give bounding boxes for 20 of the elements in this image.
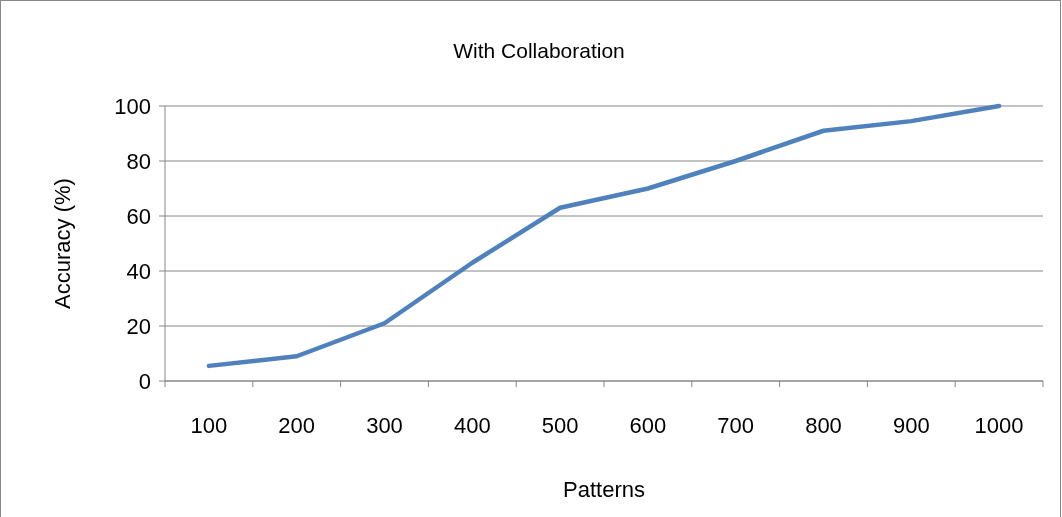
y-tick-label: 60 [126,203,151,229]
line-series [206,103,1002,369]
x-tick-label: 1000 [974,413,1024,438]
x-tick-label: 800 [805,413,842,438]
x-tick-label: 100 [190,413,228,438]
x-tick-label: 500 [541,413,579,438]
x-tick-label: 400 [453,413,491,438]
y-tick-label: 0 [138,368,151,394]
x-tick-label: 200 [278,413,316,438]
chart-title: With Collaboration [453,39,625,62]
x-tick-label: 300 [366,413,403,438]
y-tick-label: 80 [126,148,151,174]
y-axis-title: Accuracy (%) [50,178,75,309]
y-tick-label: 100 [114,93,151,119]
y-tick-label: 20 [126,313,151,339]
x-tick-label: 700 [717,413,755,438]
x-tick-label: 600 [629,413,667,438]
x-axis-title: Patterns [563,477,645,502]
y-tick-label: 40 [126,258,151,284]
x-tick-label: 900 [892,413,930,438]
